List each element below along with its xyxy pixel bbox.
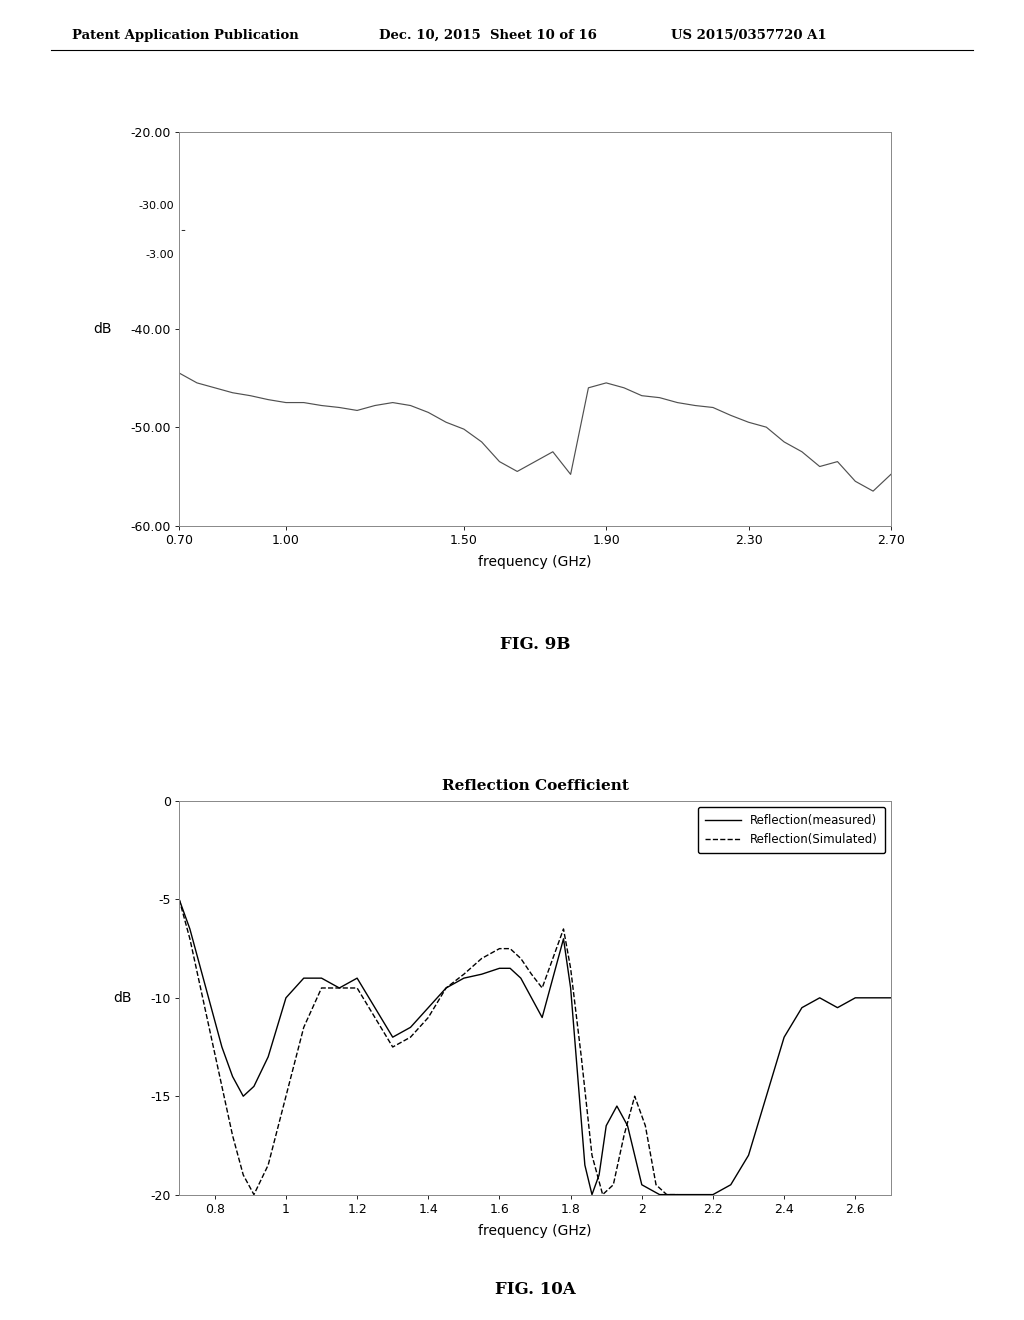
Line: Reflection(Simulated): Reflection(Simulated)	[179, 899, 678, 1195]
Reflection(Simulated)	[422, 1010, 434, 1026]
Reflection(Simulated)	[280, 1088, 292, 1104]
Reflection(Simulated)	[298, 1019, 310, 1035]
Y-axis label: dB: dB	[93, 322, 112, 335]
Reflection(Simulated)	[351, 979, 364, 995]
Reflection(measured)	[586, 1187, 598, 1203]
Text: -3.00: -3.00	[145, 249, 174, 260]
Reflection(Simulated)	[617, 1127, 630, 1143]
Reflection(Simulated)	[183, 931, 196, 946]
X-axis label: frequency (GHz): frequency (GHz)	[478, 1224, 592, 1238]
Reflection(Simulated)	[586, 1147, 598, 1163]
Reflection(measured)	[885, 990, 897, 1006]
Reflection(Simulated)	[404, 1030, 417, 1045]
Reflection(measured)	[610, 1098, 623, 1114]
Reflection(Simulated)	[536, 979, 548, 995]
Reflection(Simulated)	[226, 1127, 239, 1143]
Text: -30.00: -30.00	[138, 201, 174, 211]
Text: Patent Application Publication: Patent Application Publication	[72, 29, 298, 42]
Reflection(Simulated)	[515, 950, 527, 966]
Reflection(measured)	[404, 1019, 417, 1035]
Reflection(measured)	[315, 970, 328, 986]
Reflection(Simulated)	[248, 1187, 260, 1203]
Line: Reflection(measured): Reflection(measured)	[179, 899, 891, 1195]
Reflection(Simulated)	[629, 1088, 641, 1104]
Reflection(Simulated)	[173, 891, 185, 907]
Reflection(Simulated)	[205, 1030, 217, 1045]
Reflection(Simulated)	[575, 1049, 588, 1065]
Text: FIG. 10A: FIG. 10A	[495, 1282, 575, 1298]
Reflection(Simulated)	[525, 966, 538, 982]
Legend: Reflection(measured), Reflection(Simulated): Reflection(measured), Reflection(Simulat…	[698, 807, 885, 853]
Reflection(Simulated)	[504, 941, 516, 957]
Reflection(measured)	[867, 990, 880, 1006]
Reflection(Simulated)	[195, 979, 207, 995]
Reflection(measured)	[387, 1030, 399, 1045]
Y-axis label: dB: dB	[114, 991, 132, 1005]
Text: US 2015/0357720 A1: US 2015/0357720 A1	[671, 29, 826, 42]
Reflection(Simulated)	[672, 1187, 684, 1203]
Reflection(Simulated)	[216, 1078, 228, 1094]
Reflection(Simulated)	[475, 950, 487, 966]
Text: FIG. 9B: FIG. 9B	[500, 636, 570, 653]
Reflection(Simulated)	[547, 950, 559, 966]
Reflection(Simulated)	[660, 1187, 673, 1203]
Reflection(Simulated)	[315, 979, 328, 995]
Reflection(Simulated)	[238, 1167, 250, 1183]
Reflection(measured)	[653, 1187, 666, 1203]
Reflection(Simulated)	[494, 941, 506, 957]
Reflection(Simulated)	[607, 1177, 620, 1193]
Reflection(Simulated)	[369, 1010, 381, 1026]
Reflection(measured)	[173, 891, 185, 907]
Reflection(Simulated)	[333, 979, 345, 995]
Reflection(Simulated)	[440, 979, 453, 995]
X-axis label: frequency (GHz): frequency (GHz)	[478, 556, 592, 569]
Reflection(Simulated)	[458, 966, 470, 982]
Text: Dec. 10, 2015  Sheet 10 of 16: Dec. 10, 2015 Sheet 10 of 16	[379, 29, 597, 42]
Reflection(Simulated)	[639, 1118, 651, 1134]
Title: Reflection Coefficient: Reflection Coefficient	[441, 779, 629, 793]
Reflection(Simulated)	[564, 961, 577, 977]
Reflection(Simulated)	[557, 921, 569, 937]
Reflection(Simulated)	[387, 1039, 399, 1055]
Reflection(Simulated)	[650, 1177, 663, 1193]
Reflection(Simulated)	[597, 1187, 609, 1203]
Reflection(Simulated)	[262, 1158, 274, 1173]
